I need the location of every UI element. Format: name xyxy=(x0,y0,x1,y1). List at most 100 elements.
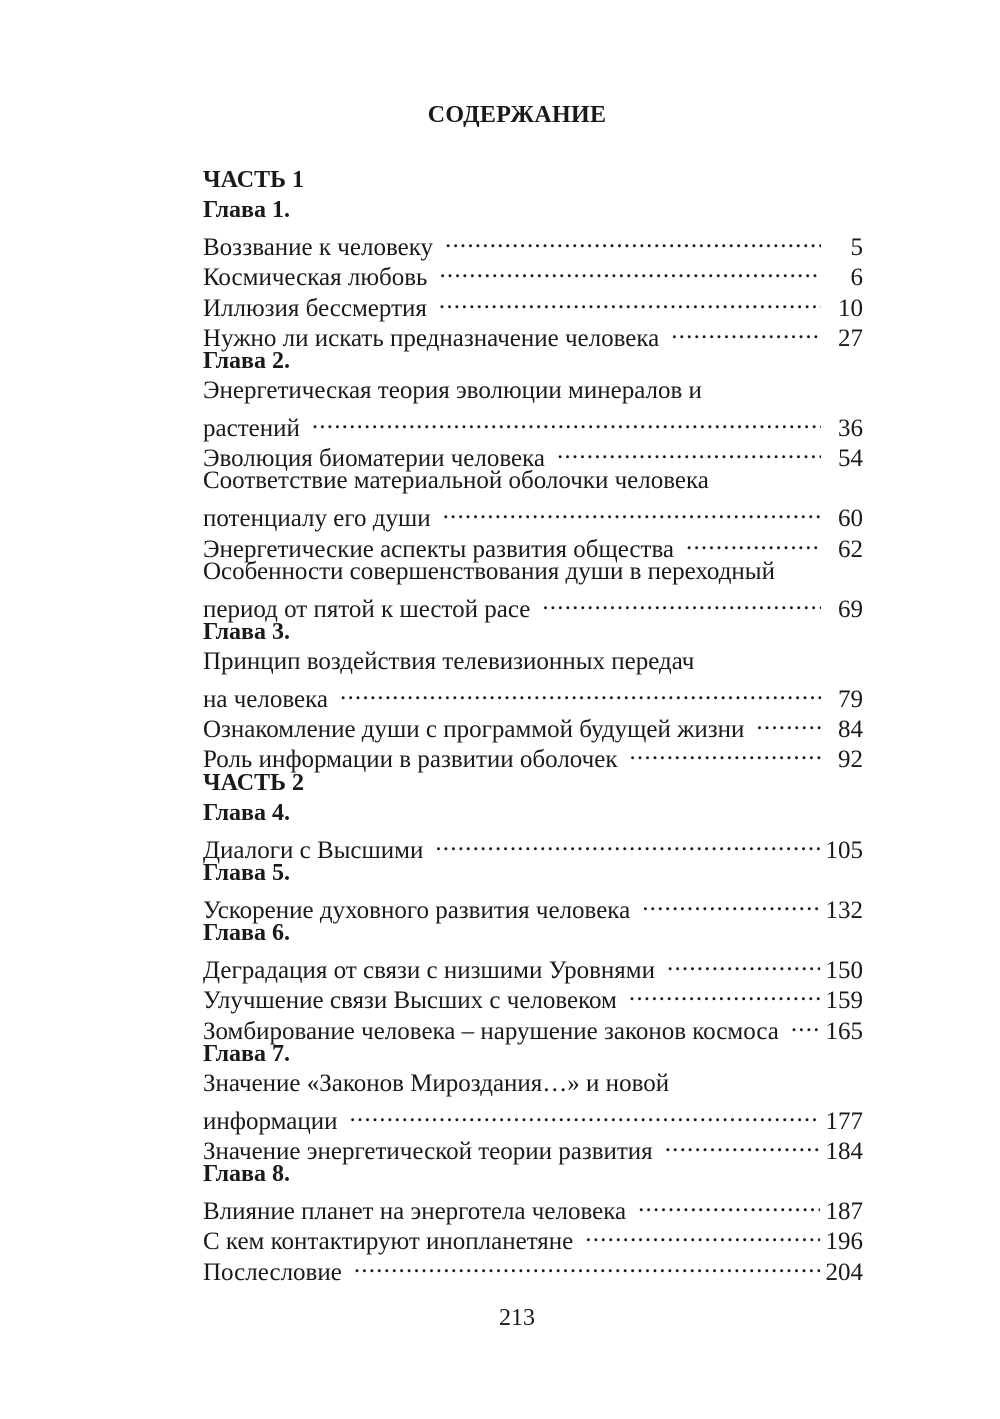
page-ref: 150 xyxy=(825,957,864,985)
toc-entry: Влияние планет на энерготела человека 187 xyxy=(203,1189,863,1225)
entry-title: потенциалу его души xyxy=(203,505,431,533)
entry-title: информации xyxy=(203,1107,338,1135)
toc-entry: информации 177 xyxy=(203,1099,863,1135)
page-ref: 196 xyxy=(825,1228,864,1256)
toc-entry: Воззвание к человеку 5 xyxy=(203,225,863,261)
dot-leader xyxy=(349,1099,819,1129)
toc-entry: Ускорение духовного развития человека 132 xyxy=(203,888,863,924)
toc-entry: Значение «Законов Мироздания…» и новой xyxy=(203,1069,863,1099)
entry-title: Глава 8. xyxy=(203,1161,290,1188)
page-ref: 69 xyxy=(838,595,863,623)
dot-leader xyxy=(756,707,821,737)
entry-title: Глава 4. xyxy=(203,799,290,826)
chapter-heading: Глава 7. xyxy=(203,1039,863,1069)
dot-leader xyxy=(638,1189,819,1219)
dot-leader xyxy=(312,406,821,436)
page-ref: 79 xyxy=(838,686,863,714)
entry-title: Зомбирование человека – нарушение законо… xyxy=(203,1017,779,1045)
part-heading: ЧАСТЬ 2 xyxy=(203,768,863,798)
chapter-heading: Глава 8. xyxy=(203,1159,863,1189)
entry-title: ЧАСТЬ 1 xyxy=(203,167,304,193)
entry-title: Ускорение духовного развития человека xyxy=(203,897,631,924)
toc-entry: Роль информации в развитии оболочек 92 xyxy=(203,737,863,773)
toc-entry: Особенности совершенствования души в пер… xyxy=(203,557,863,587)
entry-title: Эволюция биоматерии человека xyxy=(203,445,545,473)
page-ref: 184 xyxy=(825,1138,864,1165)
chapter-heading: Глава 2. xyxy=(203,346,863,376)
entry-title: Диалоги с Высшими xyxy=(203,836,424,864)
dot-leader xyxy=(667,948,820,978)
toc-entry: Иллюзия бессмертия 10 xyxy=(203,286,863,322)
page-ref: 165 xyxy=(825,1017,864,1045)
dot-leader xyxy=(671,316,821,346)
page-ref: 105 xyxy=(825,836,864,864)
dot-leader xyxy=(629,978,820,1008)
page-ref: 5 xyxy=(850,234,864,262)
entry-title: Глава 1. xyxy=(203,197,290,224)
dot-leader xyxy=(791,1009,820,1039)
toc-entry: Послесловие 204 xyxy=(203,1250,863,1286)
toc-entry: Энергетические аспекты развития общества… xyxy=(203,527,863,563)
entry-title: Влияние планет на энерготела человека xyxy=(203,1198,627,1226)
toc-entry: Соответствие материальной оболочки челов… xyxy=(203,466,863,496)
entry-title: Глава 2. xyxy=(203,347,290,374)
page-ref: 10 xyxy=(838,294,863,322)
toc-entry: период от пятой к шестой расе 69 xyxy=(203,587,863,623)
toc-entry: Эволюция биоматерии человека 54 xyxy=(203,436,863,472)
entry-title: Глава 7. xyxy=(203,1040,290,1067)
dot-leader xyxy=(642,888,819,918)
page-ref: 54 xyxy=(838,445,863,473)
page-ref: 204 xyxy=(825,1258,864,1286)
toc-entry: Зомбирование человека – нарушение законо… xyxy=(203,1009,863,1045)
toc-entry: Значение энергетической теории развития 1… xyxy=(203,1129,863,1165)
page-title: СОДЕРЖАНИЕ xyxy=(427,102,607,128)
page-ref: 60 xyxy=(838,505,863,533)
entry-title: Принцип воздействия телевизионных переда… xyxy=(203,648,695,675)
entry-title: Воззвание к человеку xyxy=(203,234,433,262)
entry-title: на человека xyxy=(203,686,328,714)
page-ref: 187 xyxy=(825,1198,864,1226)
entry-title: Космическая любовь xyxy=(203,264,428,292)
chapter-heading: Глава 6. xyxy=(203,918,863,948)
part-heading: ЧАСТЬ 1 xyxy=(203,165,863,195)
entry-title: ЧАСТЬ 2 xyxy=(203,769,304,796)
chapter-heading: Глава 4. xyxy=(203,798,863,828)
entry-title: растений xyxy=(203,415,300,442)
dot-leader xyxy=(445,225,821,255)
chapter-heading: Глава 1. xyxy=(203,195,863,225)
toc-entry: Энергетическая теория эволюции минералов… xyxy=(203,376,863,406)
entry-title: Глава 3. xyxy=(203,618,290,645)
toc-entry: Диалоги с Высшими 105 xyxy=(203,828,863,864)
page-ref: 6 xyxy=(850,264,864,292)
entry-title: Значение энергетической теории развития xyxy=(203,1138,653,1165)
entry-title: Улучшение связи Высших с человеком xyxy=(203,987,617,1015)
entry-title: Энергетическая теория эволюции минералов… xyxy=(203,376,702,404)
entry-title: Значение «Законов Мироздания…» и новой xyxy=(203,1069,670,1097)
page-ref: 84 xyxy=(838,716,863,744)
dot-leader xyxy=(340,677,821,707)
page-ref: 159 xyxy=(825,987,864,1015)
entry-title: период от пятой к шестой расе xyxy=(203,595,531,623)
entry-title: Роль информации в развитии оболочек xyxy=(203,746,618,774)
toc-entry: Нужно ли искать предназначение человека 2… xyxy=(203,316,863,352)
entry-title: Глава 6. xyxy=(203,920,290,947)
entry-title: Соответствие материальной оболочки челов… xyxy=(203,467,709,495)
entry-title: Глава 5. xyxy=(203,859,290,886)
entry-title: Энергетические аспекты развития общества xyxy=(203,535,675,563)
page-ref: 177 xyxy=(825,1107,864,1135)
dot-leader xyxy=(439,255,821,285)
chapter-heading: Глава 5. xyxy=(203,858,863,888)
page-ref: 27 xyxy=(838,324,863,352)
toc-entry: на человека 79 xyxy=(203,677,863,713)
toc-entry: Деградация от связи с низшими Уровнями 15… xyxy=(203,948,863,984)
toc-entry: Принцип воздействия телевизионных переда… xyxy=(203,647,863,677)
entry-title: Послесловие xyxy=(203,1258,342,1286)
dot-leader xyxy=(686,527,821,557)
toc-entry: Космическая любовь 6 xyxy=(203,255,863,291)
dot-leader xyxy=(585,1219,819,1249)
dot-leader xyxy=(435,828,819,858)
dot-leader xyxy=(665,1129,820,1159)
toc-entry: растений 36 xyxy=(203,406,863,442)
dot-leader xyxy=(629,737,821,767)
